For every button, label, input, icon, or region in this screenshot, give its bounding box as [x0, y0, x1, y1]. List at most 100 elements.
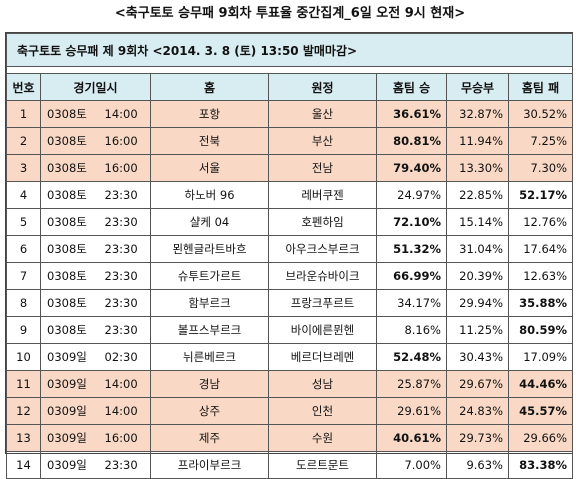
table-row: 5 0308토 23:30 샬케 04 호펜하임 72.10% 15.14% 12.76%: [6, 208, 574, 236]
header-home: 홈: [150, 73, 269, 101]
row-home-team: 볼프스부르크: [150, 316, 269, 344]
row-date: 0309일: [40, 424, 97, 452]
row-time: 23:30: [96, 235, 151, 263]
row-away-team: 프랑크푸르트: [268, 289, 377, 317]
table-row: 12 0309일 14:00 상주 인천 29.61% 24.83% 45.57%: [6, 397, 574, 425]
row-win-rate: 8.16%: [376, 316, 447, 344]
row-time: 14:00: [96, 100, 151, 128]
row-lose-rate: 80.59%: [507, 316, 574, 344]
row-draw-rate: 20.39%: [446, 262, 509, 290]
row-lose-rate: 35.88%: [507, 289, 574, 317]
table-row: 13 0309일 16:00 제주 수원 40.61% 29.73% 29.66%: [6, 424, 574, 452]
row-number: 10: [6, 343, 41, 371]
table-row: 8 0308토 23:30 함부르크 프랑크푸르트 34.17% 29.94% 35.88%: [6, 289, 574, 317]
vote-table: 축구토토 승무패 제 9회차 <2014. 3. 8 (토) 13:50 발매마…: [5, 33, 574, 479]
row-date: 0308토: [40, 289, 97, 317]
row-draw-rate: 22.85%: [446, 181, 509, 209]
row-lose-rate: 45.57%: [507, 397, 574, 425]
row-home-team: 프라이부르크: [150, 451, 269, 479]
row-home-team: 뉘른베르크: [150, 343, 269, 371]
row-time: 23:30: [96, 316, 151, 344]
header-win: 홈팀 승: [376, 73, 447, 101]
row-number: 7: [6, 262, 41, 290]
row-lose-rate: 52.17%: [507, 181, 574, 209]
row-time: 16:00: [96, 127, 151, 155]
row-away-team: 울산: [268, 100, 377, 128]
row-date: 0309일: [40, 370, 97, 398]
row-win-rate: 34.17%: [376, 289, 447, 317]
row-time: 23:30: [96, 208, 151, 236]
row-draw-rate: 11.94%: [446, 127, 509, 155]
row-number: 2: [6, 127, 41, 155]
row-win-rate: 52.48%: [376, 343, 447, 371]
row-draw-rate: 29.94%: [446, 289, 509, 317]
table-row: 6 0308토 23:30 묀헨글라트바흐 아우크스부르크 51.32% 31.04% 17.…: [6, 235, 574, 263]
row-lose-rate: 12.76%: [507, 208, 574, 236]
row-number: 12: [6, 397, 41, 425]
row-draw-rate: 30.43%: [446, 343, 509, 371]
row-home-team: 샬케 04: [150, 208, 269, 236]
row-number: 14: [6, 451, 41, 479]
row-home-team: 슈투트가르트: [150, 262, 269, 290]
row-away-team: 부산: [268, 127, 377, 155]
row-away-team: 호펜하임: [268, 208, 377, 236]
row-home-team: 상주: [150, 397, 269, 425]
row-date: 0309일: [40, 397, 97, 425]
row-home-team: 경남: [150, 370, 269, 398]
header-lose: 홈팀 패: [507, 73, 574, 101]
row-number: 8: [6, 289, 41, 317]
header-away: 원정: [268, 73, 377, 101]
row-home-team: 전북: [150, 127, 269, 155]
table-row: 2 0308토 16:00 전북 부산 80.81% 11.94% 7.25%: [6, 127, 574, 155]
header-draw: 무승부: [446, 73, 509, 101]
row-away-team: 성남: [268, 370, 377, 398]
row-lose-rate: 17.64%: [507, 235, 574, 263]
row-draw-rate: 31.04%: [446, 235, 509, 263]
row-time: 23:30: [96, 181, 151, 209]
row-home-team: 서울: [150, 154, 269, 182]
row-number: 5: [6, 208, 41, 236]
row-home-team: 포항: [150, 100, 269, 128]
row-home-team: 하노버 96: [150, 181, 269, 209]
row-draw-rate: 29.73%: [446, 424, 509, 452]
row-away-team: 바이에른뮌헨: [268, 316, 377, 344]
row-time: 14:00: [96, 397, 151, 425]
row-number: 11: [6, 370, 41, 398]
row-home-team: 제주: [150, 424, 269, 452]
row-win-rate: 29.61%: [376, 397, 447, 425]
row-win-rate: 36.61%: [376, 100, 447, 128]
table-row: 11 0309일 14:00 경남 성남 25.87% 29.67% 44.46%: [6, 370, 574, 398]
table-row: 10 0309일 02:30 뉘른베르크 베르더브레멘 52.48% 30.43% 17.09…: [6, 343, 574, 371]
row-lose-rate: 30.52%: [507, 100, 574, 128]
row-away-team: 브라운슈바이크: [268, 262, 377, 290]
row-lose-rate: 29.66%: [507, 424, 574, 452]
row-away-team: 수원: [268, 424, 377, 452]
header-datetime: 경기일시: [40, 73, 151, 101]
row-win-rate: 79.40%: [376, 154, 447, 182]
row-win-rate: 25.87%: [376, 370, 447, 398]
row-time: 14:00: [96, 370, 151, 398]
row-draw-rate: 15.14%: [446, 208, 509, 236]
row-number: 13: [6, 424, 41, 452]
row-away-team: 레버쿠젠: [268, 181, 377, 209]
row-time: 02:30: [96, 343, 151, 371]
row-number: 9: [6, 316, 41, 344]
row-time: 23:30: [96, 262, 151, 290]
row-lose-rate: 7.25%: [507, 127, 574, 155]
table-row: 7 0308토 23:30 슈투트가르트 브라운슈바이크 66.99% 20.39% 12.6…: [6, 262, 574, 290]
row-draw-rate: 24.83%: [446, 397, 509, 425]
row-away-team: 인천: [268, 397, 377, 425]
table-row: 14 0309일 23:30 프라이부르크 도르트문트 7.00% 9.63% 83.38%: [6, 451, 574, 479]
row-time: 16:00: [96, 154, 151, 182]
row-away-team: 베르더브레멘: [268, 343, 377, 371]
row-date: 0309일: [40, 451, 97, 479]
row-win-rate: 24.97%: [376, 181, 447, 209]
row-away-team: 도르트문트: [268, 451, 377, 479]
page-title: <축구토토 승무패 9회차 투표율 중간집계_6일 오전 9시 현재>: [114, 6, 466, 21]
table-row: 3 0308토 16:00 서울 전남 79.40% 13.30% 7.30%: [6, 154, 574, 182]
header-row: 번호 경기일시 홈 원정 홈팀 승 무승부 홈팀 패: [6, 73, 574, 101]
row-win-rate: 72.10%: [376, 208, 447, 236]
row-draw-rate: 13.30%: [446, 154, 509, 182]
row-draw-rate: 9.63%: [446, 451, 509, 479]
row-date: 0308토: [40, 208, 97, 236]
